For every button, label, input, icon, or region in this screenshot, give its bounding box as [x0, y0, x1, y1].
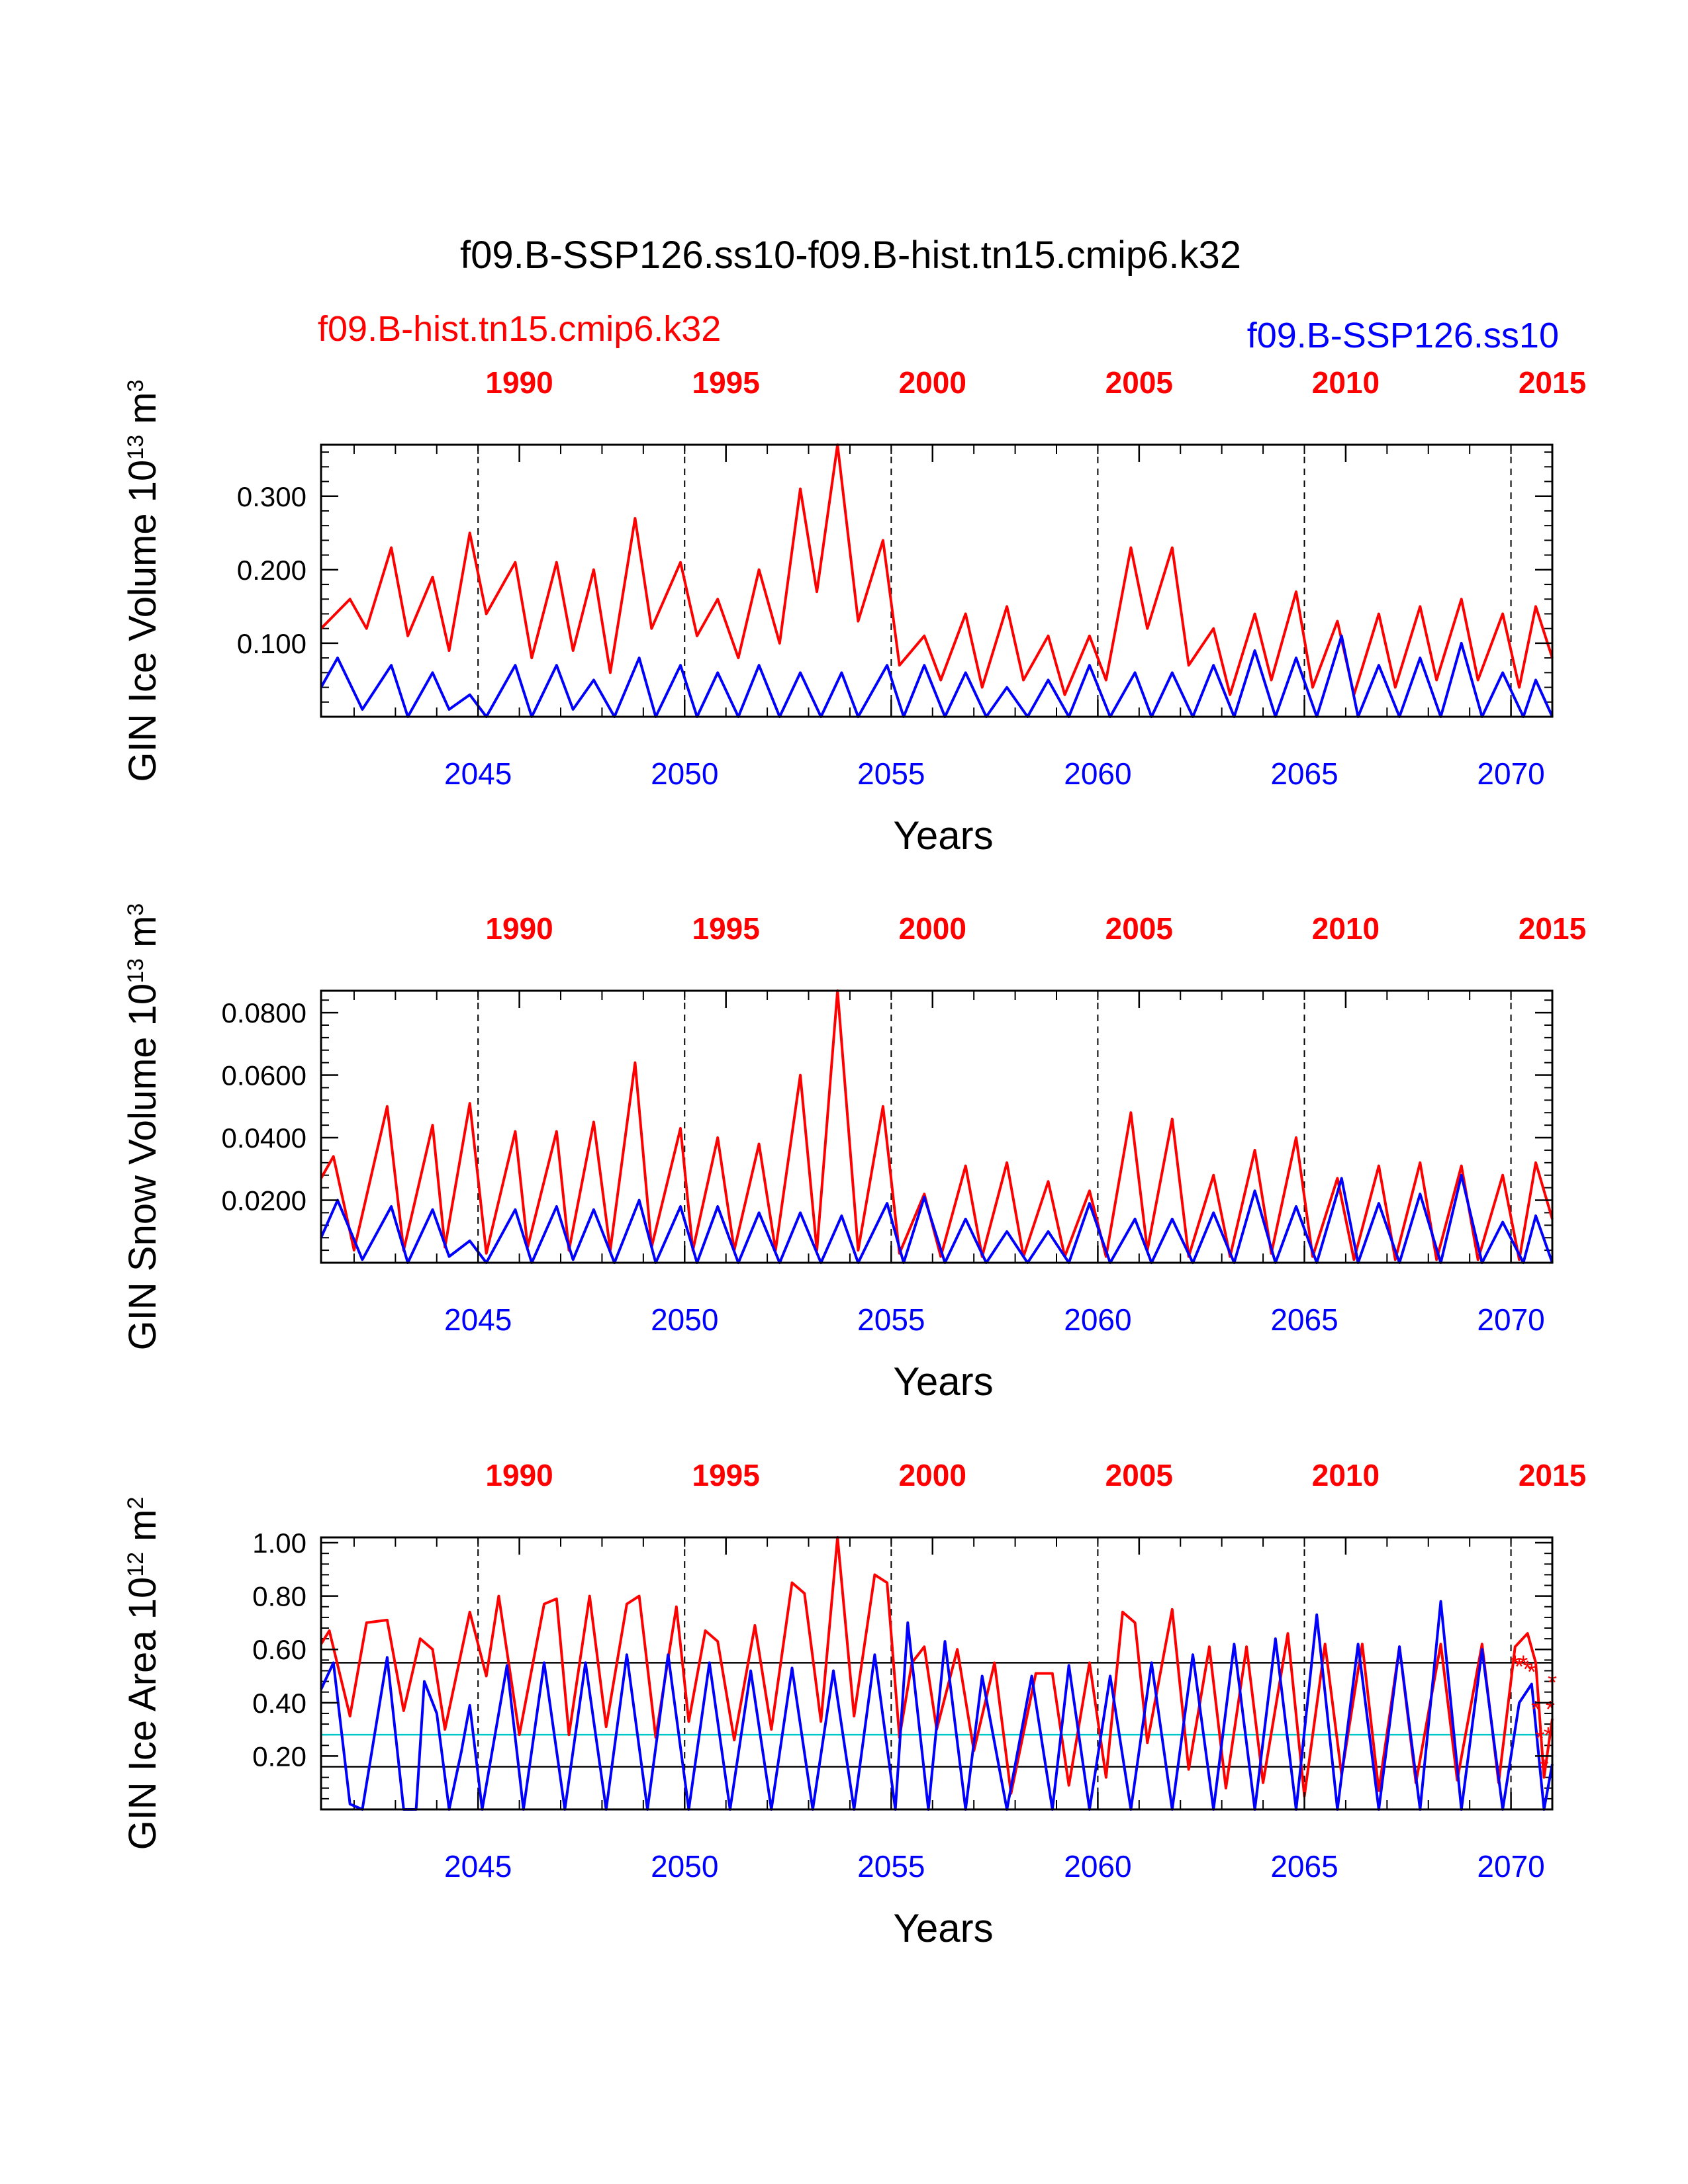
chart-panels: 0.100 0.200 0.300 2045 2050 2055 2060 2065 2070 1… [121, 365, 1586, 1950]
x-axis-label: Years [893, 1906, 993, 1950]
bottom-tick-label: 2045 [444, 756, 512, 791]
y-tick-label: 1.00 [252, 1527, 306, 1559]
star-marker: * [1527, 1658, 1536, 1685]
top-tick-label: 2015 [1519, 1458, 1586, 1492]
bottom-tick-label: 2065 [1270, 1849, 1338, 1884]
top-tick-label: 2010 [1312, 911, 1380, 946]
top-tick-label: 2005 [1105, 1458, 1173, 1492]
y-tick-label: 0.0200 [222, 1185, 306, 1216]
legend-ssp: f09.B-SSP126.ss10 [1247, 316, 1559, 355]
bottom-tick-label: 2060 [1064, 1849, 1131, 1884]
star-marker: * [1535, 1725, 1544, 1752]
bottom-tick-label: 2050 [651, 756, 718, 791]
y-tick-label: 0.200 [237, 555, 306, 586]
y-tick-label: 0.40 [252, 1688, 306, 1719]
y-axis-label: GIN Ice Volume 1013 m3 [121, 380, 164, 782]
top-tick-label: 2015 [1519, 365, 1586, 400]
top-tick-label: 2005 [1105, 911, 1173, 946]
bottom-tick-label: 2050 [651, 1849, 718, 1884]
bottom-tick-label: 2045 [444, 1302, 512, 1337]
top-tick-label: 2000 [899, 1458, 966, 1492]
top-tick-label: 2010 [1312, 1458, 1380, 1492]
series-line-ssp [320, 1173, 1554, 1264]
y-axis-label: GIN Ice Area 1012 m2 [121, 1497, 164, 1850]
x-axis-label: Years [893, 813, 993, 858]
top-tick-label: 1990 [485, 365, 553, 400]
panel-ice-volume: 0.100 0.200 0.300 2045 2050 2055 2060 2065 2070 1… [121, 365, 1586, 858]
bottom-tick-label: 2050 [651, 1302, 718, 1337]
legend-hist: f09.B-hist.tn15.cmip6.k32 [318, 309, 721, 349]
top-tick-label: 1995 [692, 365, 760, 400]
star-marker: * [1515, 1653, 1524, 1680]
top-tick-label: 1995 [692, 1458, 760, 1492]
star-marker: * [1511, 1650, 1520, 1677]
bottom-tick-label: 2070 [1477, 756, 1544, 791]
bottom-tick-label: 2060 [1064, 1302, 1131, 1337]
x-axis-label: Years [893, 1359, 993, 1404]
plot-frame [320, 1536, 1554, 1811]
bottom-tick-label: 2055 [857, 1302, 925, 1337]
bottom-tick-label: 2060 [1064, 756, 1131, 791]
top-tick-label: 2010 [1312, 365, 1380, 400]
top-tick-label: 2000 [899, 365, 966, 400]
y-tick-label: 0.80 [252, 1581, 306, 1612]
y-tick-label: 0.20 [252, 1741, 306, 1772]
y-tick-label: 0.0400 [222, 1122, 306, 1154]
star-marker: * [1546, 1696, 1555, 1723]
y-tick-label: 0.0800 [222, 997, 306, 1028]
panel-snow-volume: 0.0200 0.0400 0.0600 0.0800 2045 2050 2055 2060… [121, 903, 1586, 1404]
series-line-hist [320, 989, 1554, 1261]
top-tick-label: 2000 [899, 911, 966, 946]
plot-frame [320, 443, 1554, 718]
chart-title: f09.B-SSP126.ss10-f09.B-hist.tn15.cmip6.… [460, 234, 1241, 277]
bottom-tick-label: 2065 [1270, 756, 1338, 791]
top-tick-label: 1990 [485, 911, 553, 946]
star-marker: * [1531, 1696, 1540, 1723]
series-line-hist [320, 443, 1554, 696]
series-line-ssp [320, 1600, 1554, 1811]
top-tick-label: 1990 [485, 1458, 553, 1492]
top-tick-label: 2015 [1519, 911, 1586, 946]
y-tick-label: 0.60 [252, 1634, 306, 1665]
star-marker: * [1519, 1650, 1528, 1677]
y-tick-label: 0.100 [237, 628, 306, 659]
y-axis-label: GIN Snow Volume 1013 m3 [121, 903, 164, 1351]
bottom-tick-label: 2070 [1477, 1302, 1544, 1337]
bottom-tick-label: 2045 [444, 1849, 512, 1884]
star-marker: * [1544, 1722, 1553, 1749]
star-marker: * [1540, 1754, 1549, 1782]
bottom-tick-label: 2065 [1270, 1302, 1338, 1337]
y-tick-label: 0.0600 [222, 1060, 306, 1091]
plot-frame [320, 989, 1554, 1264]
bottom-tick-label: 2070 [1477, 1849, 1544, 1884]
bottom-tick-label: 2055 [857, 1849, 925, 1884]
top-tick-label: 2005 [1105, 365, 1173, 400]
bottom-tick-label: 2055 [857, 756, 925, 791]
star-marker: * [1523, 1655, 1532, 1682]
top-tick-label: 1995 [692, 911, 760, 946]
y-tick-label: 0.300 [237, 481, 306, 512]
